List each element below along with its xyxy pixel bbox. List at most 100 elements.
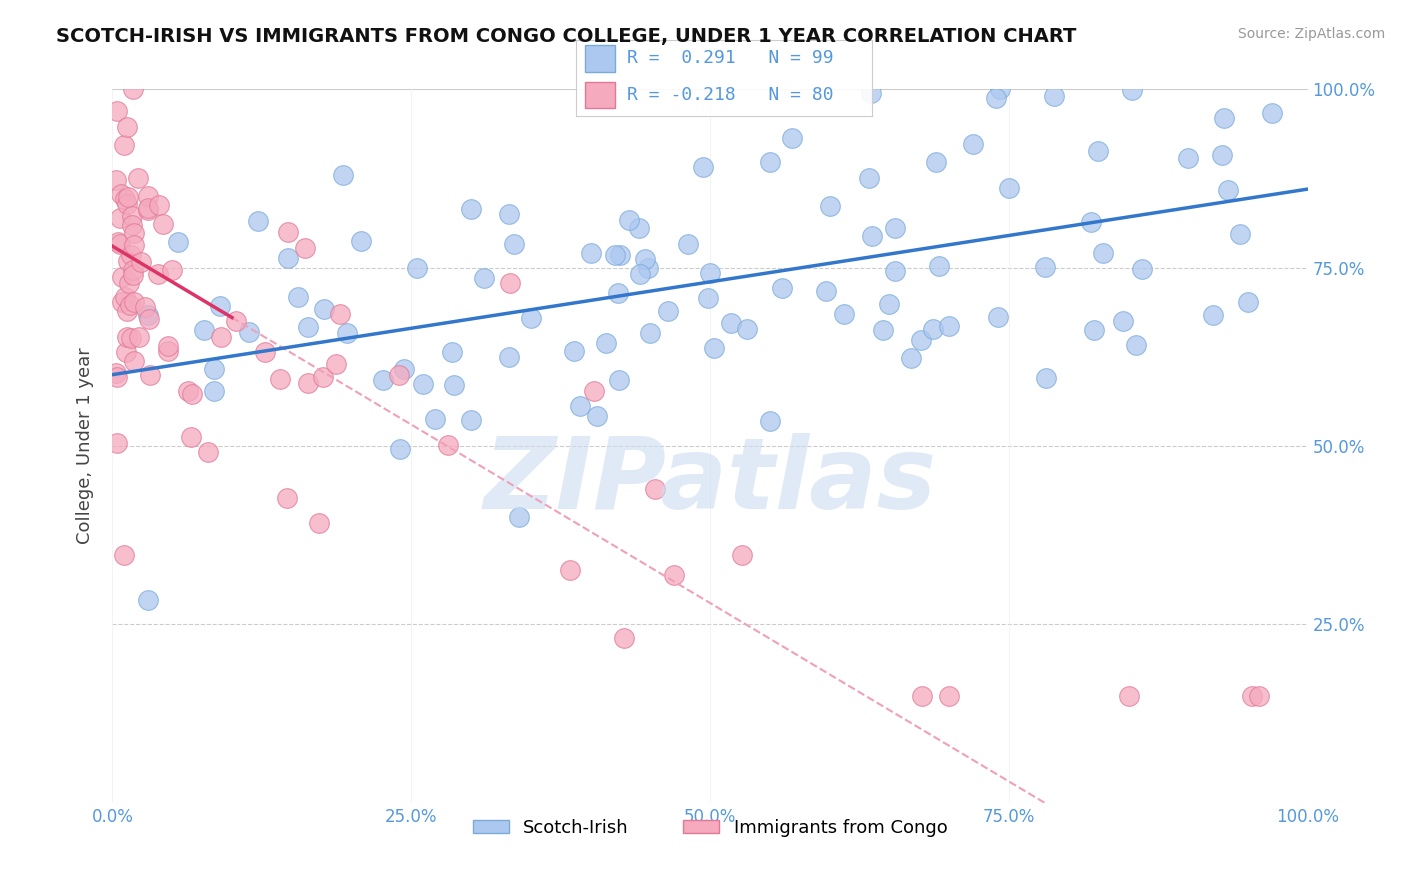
- Point: [1092, 246, 1115, 260]
- Point: [607, 286, 630, 301]
- Point: [883, 264, 905, 278]
- Point: [238, 325, 260, 339]
- Point: [1213, 112, 1236, 126]
- Point: [720, 316, 742, 330]
- Point: [269, 372, 291, 386]
- Point: [138, 201, 160, 215]
- Point: [254, 344, 277, 359]
- Point: [583, 384, 606, 398]
- Point: [998, 181, 1021, 195]
- Point: [108, 236, 131, 251]
- Text: Source: ZipAtlas.com: Source: ZipAtlas.com: [1237, 27, 1385, 41]
- Point: [1043, 89, 1066, 103]
- Point: [392, 362, 415, 376]
- Point: [134, 300, 156, 314]
- Point: [152, 217, 174, 231]
- Point: [609, 247, 631, 261]
- Point: [900, 351, 922, 365]
- Point: [498, 350, 520, 364]
- Point: [818, 199, 841, 213]
- Point: [146, 267, 169, 281]
- Point: [922, 322, 945, 336]
- Point: [388, 368, 411, 382]
- Point: [990, 82, 1012, 96]
- Point: [115, 344, 138, 359]
- Point: [405, 260, 427, 275]
- Point: [562, 344, 585, 359]
- Point: [312, 370, 335, 384]
- Point: [630, 267, 652, 281]
- Point: [180, 430, 202, 444]
- Point: [332, 168, 354, 182]
- Point: [696, 291, 718, 305]
- Point: [938, 318, 960, 333]
- Point: [209, 330, 232, 344]
- Point: [772, 280, 794, 294]
- Point: [731, 549, 754, 563]
- Point: [129, 255, 152, 269]
- Point: [136, 203, 159, 218]
- Bar: [585, 82, 614, 109]
- Point: [167, 235, 190, 249]
- Point: [938, 689, 960, 703]
- Point: [202, 362, 225, 376]
- Point: [1035, 370, 1057, 384]
- Point: [613, 631, 636, 645]
- Point: [114, 549, 136, 563]
- Legend: Scotch-Irish, Immigrants from Congo: Scotch-Irish, Immigrants from Congo: [465, 812, 955, 844]
- Point: [1211, 147, 1233, 161]
- Point: [692, 160, 714, 174]
- Point: [325, 357, 347, 371]
- Point: [440, 344, 463, 359]
- Point: [138, 368, 160, 383]
- Point: [148, 198, 170, 212]
- Point: [122, 226, 145, 240]
- Point: [287, 290, 309, 304]
- Point: [122, 295, 145, 310]
- Point: [388, 442, 411, 456]
- Point: [202, 384, 225, 398]
- Point: [814, 285, 837, 299]
- Point: [503, 237, 526, 252]
- Point: [443, 377, 465, 392]
- Point: [177, 384, 200, 398]
- Point: [1240, 689, 1263, 703]
- Point: [412, 376, 434, 391]
- Point: [117, 253, 139, 268]
- Point: [498, 207, 520, 221]
- Point: [962, 136, 984, 151]
- Point: [246, 214, 269, 228]
- Point: [499, 276, 522, 290]
- Point: [117, 190, 139, 204]
- Point: [579, 245, 602, 260]
- Point: [225, 313, 247, 327]
- Point: [634, 252, 657, 267]
- Point: [644, 482, 666, 496]
- Point: [425, 412, 447, 426]
- Point: [832, 307, 855, 321]
- Point: [128, 330, 150, 344]
- Point: [181, 387, 204, 401]
- Point: [619, 213, 641, 227]
- Point: [115, 304, 138, 318]
- Point: [627, 221, 650, 235]
- Point: [568, 399, 591, 413]
- Text: R =  0.291   N = 99: R = 0.291 N = 99: [627, 49, 834, 67]
- Point: [1125, 338, 1147, 352]
- Point: [114, 192, 136, 206]
- Point: [1130, 261, 1153, 276]
- Point: [520, 310, 543, 325]
- Point: [1118, 689, 1140, 703]
- Point: [136, 592, 159, 607]
- Point: [928, 259, 950, 273]
- Point: [117, 330, 139, 344]
- Point: [277, 251, 299, 265]
- Point: [294, 241, 316, 255]
- Point: [114, 290, 136, 304]
- Point: [105, 103, 128, 118]
- Point: [297, 320, 319, 334]
- Point: [329, 307, 352, 321]
- Point: [607, 373, 630, 387]
- Point: [925, 154, 948, 169]
- Point: [156, 344, 179, 359]
